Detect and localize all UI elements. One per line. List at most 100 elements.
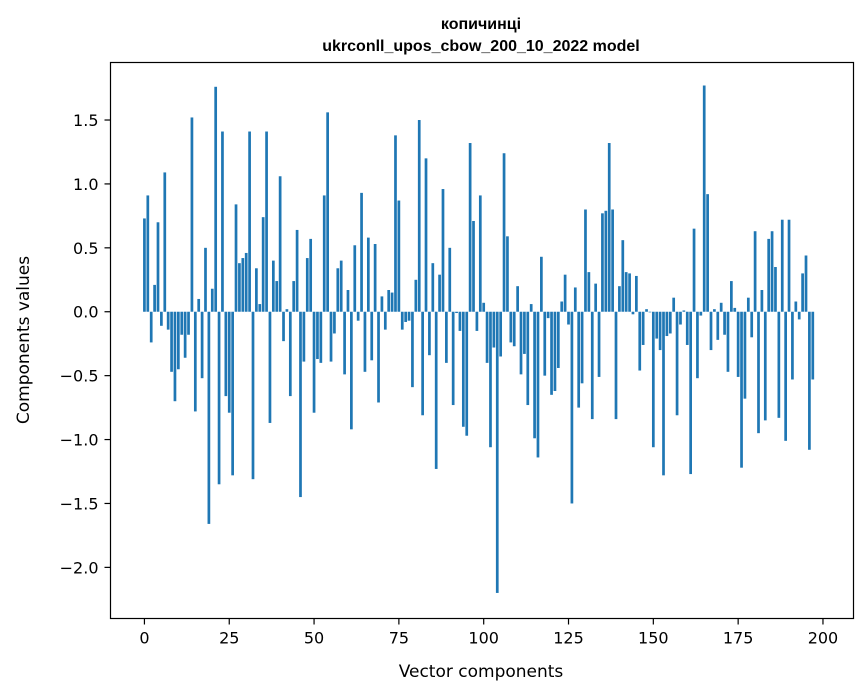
bar-124 bbox=[563, 274, 567, 312]
bar-139 bbox=[614, 311, 618, 420]
bar-190 bbox=[787, 219, 791, 312]
bar-71 bbox=[383, 311, 387, 330]
bar-134 bbox=[597, 311, 601, 377]
bar-37 bbox=[268, 311, 272, 423]
bar-149 bbox=[648, 311, 652, 313]
bar-191 bbox=[791, 311, 794, 380]
bar-72 bbox=[387, 290, 391, 312]
bar-98 bbox=[475, 311, 479, 331]
bar-100 bbox=[482, 302, 486, 312]
bar-15 bbox=[193, 311, 197, 412]
bar-156 bbox=[672, 297, 676, 312]
bar-193 bbox=[797, 311, 801, 320]
bar-115 bbox=[533, 311, 536, 439]
chart-subtitle: ukrconll_upos_cbow_200_10_2022 model bbox=[322, 38, 639, 55]
bar-103 bbox=[492, 311, 496, 348]
bar-133 bbox=[594, 283, 598, 312]
bar-61 bbox=[350, 311, 353, 430]
bar-88 bbox=[441, 189, 445, 312]
y-tick-label: −0.5 bbox=[60, 367, 99, 386]
bar-162 bbox=[692, 228, 696, 312]
x-tick-label: 125 bbox=[553, 629, 584, 648]
x-tick-label: 200 bbox=[808, 629, 839, 648]
bar-127 bbox=[573, 287, 577, 312]
bar-126 bbox=[570, 311, 574, 504]
bar-40 bbox=[278, 176, 282, 312]
bar-43 bbox=[288, 311, 292, 397]
bar-82 bbox=[421, 311, 424, 416]
y-tick-label: 0.5 bbox=[73, 239, 98, 258]
bar-52 bbox=[319, 311, 323, 363]
bar-152 bbox=[658, 311, 662, 351]
bar-49 bbox=[309, 238, 313, 312]
bar-173 bbox=[730, 281, 733, 312]
bar-0 bbox=[143, 218, 146, 312]
bar-69 bbox=[377, 311, 380, 403]
bar-42 bbox=[285, 309, 289, 312]
bar-168 bbox=[713, 309, 716, 312]
x-tick-label: 100 bbox=[468, 629, 499, 648]
bar-92 bbox=[455, 311, 458, 314]
bar-10 bbox=[177, 311, 180, 370]
bar-70 bbox=[380, 296, 384, 312]
bar-101 bbox=[485, 311, 489, 363]
bar-38 bbox=[271, 260, 275, 312]
bar-48 bbox=[305, 258, 309, 312]
bar-11 bbox=[180, 311, 184, 335]
bar-151 bbox=[655, 311, 659, 339]
bar-80 bbox=[414, 279, 418, 312]
bar-83 bbox=[424, 158, 428, 312]
bar-21 bbox=[214, 86, 218, 312]
bar-180 bbox=[753, 231, 757, 312]
bar-121 bbox=[553, 311, 557, 391]
y-axis-label: Components values bbox=[14, 256, 34, 424]
bar-75 bbox=[397, 200, 401, 312]
bar-174 bbox=[733, 307, 737, 312]
bar-138 bbox=[611, 209, 614, 312]
bar-141 bbox=[621, 240, 625, 312]
x-tick-label: 175 bbox=[723, 629, 754, 648]
bar-27 bbox=[234, 204, 238, 312]
bar-34 bbox=[258, 304, 262, 312]
bar-105 bbox=[499, 311, 503, 357]
bar-97 bbox=[472, 220, 475, 312]
bar-8 bbox=[170, 311, 173, 372]
bar-181 bbox=[757, 311, 760, 434]
bar-24 bbox=[224, 311, 228, 397]
bar-123 bbox=[560, 301, 564, 312]
bar-77 bbox=[404, 311, 408, 322]
bar-197 bbox=[811, 311, 815, 380]
bar-84 bbox=[428, 311, 431, 356]
bar-54 bbox=[326, 112, 329, 312]
bar-29 bbox=[241, 258, 245, 312]
x-tick-label: 0 bbox=[139, 629, 149, 648]
bar-107 bbox=[506, 236, 509, 312]
bar-176 bbox=[740, 311, 743, 468]
bar-5 bbox=[160, 311, 163, 326]
bar-1 bbox=[146, 195, 150, 312]
bar-45 bbox=[295, 229, 299, 312]
bar-28 bbox=[238, 263, 241, 312]
bar-132 bbox=[590, 311, 594, 420]
bar-147 bbox=[641, 311, 645, 345]
bar-148 bbox=[645, 309, 648, 312]
bar-130 bbox=[584, 209, 587, 312]
bar-153 bbox=[662, 311, 665, 476]
bar-26 bbox=[231, 311, 234, 476]
bar-30 bbox=[244, 252, 248, 312]
bar-146 bbox=[638, 311, 642, 371]
bar-12 bbox=[183, 311, 187, 358]
bar-169 bbox=[716, 311, 720, 340]
bar-68 bbox=[373, 244, 377, 312]
bar-51 bbox=[316, 311, 319, 360]
bar-44 bbox=[292, 281, 296, 312]
bar-60 bbox=[346, 290, 350, 312]
bar-25 bbox=[227, 311, 231, 413]
bar-81 bbox=[417, 120, 421, 312]
bar-20 bbox=[210, 288, 214, 312]
bar-3 bbox=[153, 284, 156, 312]
bar-159 bbox=[682, 310, 686, 312]
bar-63 bbox=[356, 311, 360, 321]
bar-90 bbox=[448, 247, 452, 312]
bar-32 bbox=[251, 311, 255, 480]
